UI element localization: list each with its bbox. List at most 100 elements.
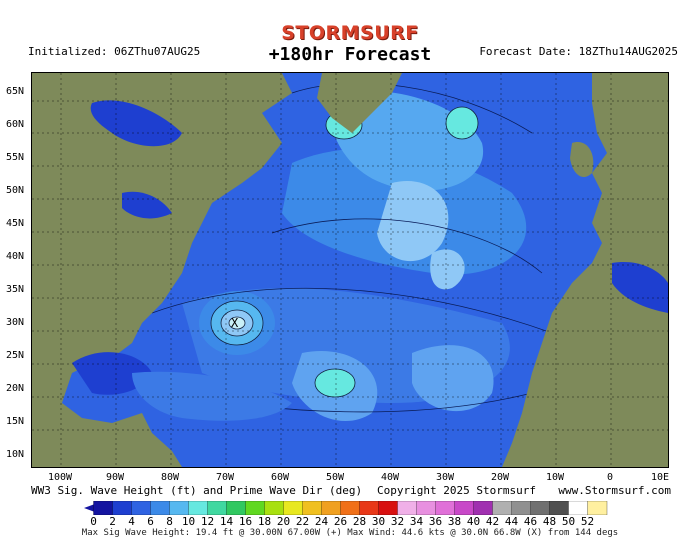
scale-swatch [473,501,494,515]
scale-swatch [340,501,361,515]
scale-swatch [264,501,285,515]
scale-label: 16 [238,515,253,528]
storm-secondary [314,368,356,398]
scale-label: 22 [295,515,310,528]
scale-label: 52 [580,515,595,528]
scale-label: 2 [109,515,116,528]
scale-label: 28 [352,515,367,528]
scale-swatch [530,501,551,515]
greenland-land [317,73,402,133]
scale-label: 4 [128,515,135,528]
scale-label: 26 [333,515,348,528]
lon-label: 70W [215,472,235,483]
scale-label: 36 [428,515,443,528]
lon-label: 80W [160,472,180,483]
europe-africa-land [502,73,668,467]
color-scale-labels: 0 2 4 6 8 10 12 14 16 18 20 22 24 26 28 30 32 34 36 38 40 42 4… [84,515,616,528]
scale-label: 48 [542,515,557,528]
uk-land [570,142,594,178]
lat-label: 25N [6,350,25,361]
lon-label: 20W [490,472,510,483]
scale-swatch [416,501,437,515]
lat-label: 20N [6,383,25,394]
swell-peak [445,106,479,140]
lat-label: 50N [6,185,25,196]
scale-swatch [492,501,513,515]
scale-label: 12 [200,515,215,528]
stormsurf-logo: STORMSURF [281,22,419,44]
swell-zone [412,345,494,412]
scale-swatch [321,501,342,515]
north-america-land [32,73,292,467]
lat-label: 10N [6,449,25,460]
scale-label: 50 [561,515,576,528]
copyright: Copyright 2025 Stormsurf [377,484,536,497]
lat-label: 15N [6,416,25,427]
forecast-title: +180hr Forecast [268,44,432,65]
scale-label: 42 [485,515,500,528]
scale-label: 46 [523,515,538,528]
scale-swatch [150,501,171,515]
lon-label: 0 [606,472,614,483]
gulf-of-mexico [72,352,152,395]
lat-label: 45N [6,218,25,229]
mediterranean-sea [612,262,668,313]
scale-label: 18 [257,515,272,528]
scale-label: 0 [90,515,97,528]
lon-label: 100W [47,472,73,483]
lon-label: 60W [270,472,290,483]
max-wave-info: Max Sig Wave Height: 19.4 ft @ 30.00N 67… [81,528,619,538]
scale-swatch [454,501,475,515]
lat-label: 40N [6,251,25,262]
scale-swatch [283,501,304,515]
lat-label: 55N [6,152,25,163]
wave-height-map: X [31,72,669,468]
scale-label: 6 [147,515,154,528]
scale-label: 8 [166,515,173,528]
scale-swatch [435,501,456,515]
scale-label: 20 [276,515,291,528]
scale-label: 30 [371,515,386,528]
scale-label: 34 [409,515,424,528]
storm-center-marker [199,291,275,355]
map-description: WW3 Sig. Wave Height (ft) and Prime Wave… [31,484,363,497]
scale-swatch [226,501,247,515]
lat-label: 60N [6,119,25,130]
scale-swatch [378,501,399,515]
swell-zone [430,249,465,290]
scale-swatch [302,501,323,515]
storm-x-marker: X [231,316,239,330]
hudson-bay [90,100,182,147]
lat-label: 35N [6,284,25,295]
scale-label: 24 [314,515,329,528]
great-lakes [122,191,172,219]
scale-label: 44 [504,515,519,528]
scale-label: 40 [466,515,481,528]
website-link[interactable]: www.Stormsurf.com [558,484,671,497]
scale-swatch [245,501,266,515]
scale-swatch [397,501,418,515]
graticule [32,73,668,467]
lat-label: 30N [6,317,25,328]
lon-label: 10E [650,472,670,483]
scale-label: 14 [219,515,234,528]
scale-swatch [511,501,532,515]
scale-swatch [188,501,209,515]
scale-swatch [587,501,608,515]
initialized-time: Initialized: 06ZThu07AUG25 [28,45,201,58]
scale-swatch [131,501,152,515]
lon-label: 10W [545,472,565,483]
caribbean-sea [132,371,292,421]
lat-label: 65N [6,86,25,97]
scale-swatch [359,501,380,515]
lon-label: 50W [325,472,345,483]
lon-label: 30W [435,472,455,483]
swell-zone [377,181,449,262]
scale-swatch [169,501,190,515]
lon-label: 90W [105,472,125,483]
scale-swatch [207,501,228,515]
color-scale-bar [84,501,608,515]
scale-swatch [549,501,570,515]
scale-label: 32 [390,515,405,528]
forecast-date: Forecast Date: 18ZThu14AUG2025 [479,45,678,58]
